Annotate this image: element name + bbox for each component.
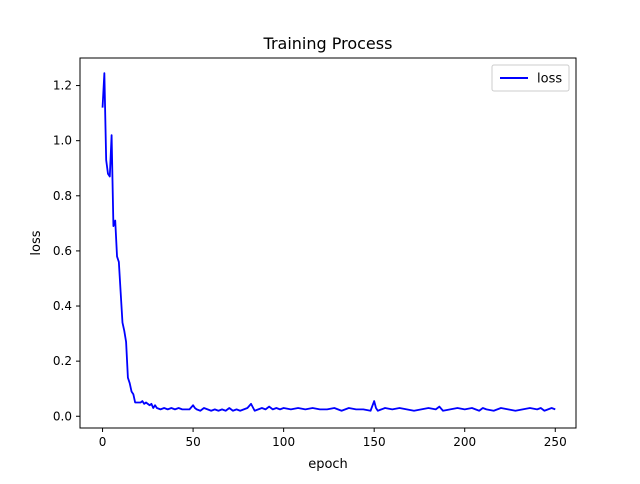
series-line-loss [101, 72, 556, 412]
x-tick-label: 250 [544, 435, 567, 449]
y-tick-label: 0.0 [53, 409, 72, 423]
y-axis-label: loss [29, 230, 44, 255]
y-axis-ticks: 0.0 0.2 0.4 0.6 0.8 1.0 1.2 [53, 79, 80, 423]
y-tick-label: 0.6 [53, 244, 72, 258]
x-axis-ticks: 0 50 100 150 200 250 [99, 428, 567, 449]
chart-title: Training Process [263, 34, 393, 53]
legend-label-loss: loss [537, 72, 562, 87]
x-tick-label: 150 [363, 435, 386, 449]
y-tick-label: 0.4 [53, 299, 72, 313]
legend: loss [491, 64, 570, 92]
x-axis-label: epoch [308, 457, 348, 472]
y-tick-label: 1.2 [53, 79, 72, 93]
plot-area-frame [79, 57, 577, 429]
x-tick-label: 200 [453, 435, 476, 449]
x-tick-label: 100 [272, 435, 295, 449]
legend-box [491, 64, 570, 92]
x-tick-label: 50 [185, 435, 200, 449]
y-tick-label: 0.2 [53, 354, 72, 368]
y-tick-label: 0.8 [53, 189, 72, 203]
y-tick-label: 1.0 [53, 134, 72, 148]
x-tick-label: 0 [99, 435, 107, 449]
